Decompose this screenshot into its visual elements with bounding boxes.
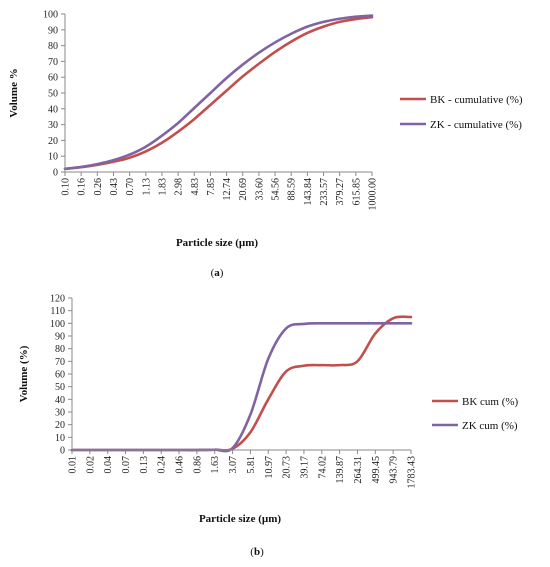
chart-b-y-tick-label: 100 — [50, 319, 65, 330]
chart-a-x-tick-label: 7.85 — [206, 178, 217, 196]
chart-b-x-label: Particle size (µm) — [199, 513, 281, 525]
chart-b-y-tick-label: 70 — [55, 357, 65, 368]
chart-b-axes — [71, 298, 411, 451]
chart-b-x-tick-label: 10.97 — [264, 456, 275, 479]
chart-b-x-tick-label: 139.87 — [335, 456, 346, 484]
chart-b-y-tick-label: 10 — [55, 433, 65, 444]
chart-b-y-tick-label: 20 — [55, 420, 65, 431]
chart-b-x-tick-label: 20.73 — [282, 456, 293, 479]
chart-a-x-tick-label: 0.43 — [109, 178, 120, 196]
chart-a-x-tick-label: 54.56 — [271, 178, 282, 201]
chart-b-series-bk-line — [70, 315, 413, 452]
chart-a-axes — [64, 14, 372, 173]
chart-a-y-label: Volume % — [8, 68, 20, 117]
chart-b-x-tick-label: 0.46 — [175, 456, 186, 474]
chart-a-x-tick-label: 2.98 — [174, 178, 185, 196]
chart-b-x-tick-label: 0.13 — [139, 456, 150, 474]
chart-b-x-tick-label: 39.17 — [299, 456, 310, 479]
chart-a-x-tick-label: 379.27 — [335, 178, 346, 206]
chart-a-x-tick-label: 0.26 — [93, 178, 104, 196]
chart-b-x-ticks: 0.01 0.02 0.04 0.07 0.13 0.24 0.46 0.86 1.63 3.07… — [68, 450, 418, 489]
chart-a-y-tick-label: 30 — [48, 120, 58, 131]
chart-a-y-tick-label: 60 — [48, 73, 58, 84]
chart-b-series-zk-line — [70, 321, 413, 453]
chart-b-legend: BK cum (%) ZK cum (%) — [432, 396, 519, 432]
chart-b-x-tick-label: 943.79 — [389, 456, 400, 484]
chart-a-y-tick-label: 40 — [48, 104, 58, 115]
chart-a-x-tick-label: 0.10 — [61, 178, 72, 196]
chart-a-x-tick-label: 33.60 — [254, 178, 265, 201]
chart-a-y-tick-label: 70 — [48, 57, 58, 68]
chart-a-x-tick-label: 12.74 — [222, 178, 233, 201]
chart-b-x-tick-label: 1783.43 — [407, 456, 418, 489]
chart-a-legend-label: BK - cumulative (%) — [430, 94, 523, 106]
chart-b-x-tick-label: 0.02 — [85, 456, 96, 474]
chart-a-x-tick-label: 143.84 — [303, 178, 314, 206]
chart-b-x-tick-label: 0.07 — [121, 456, 132, 474]
chart-b-y-tick-label: 80 — [55, 344, 65, 355]
chart-a-y-tick-label: 90 — [48, 25, 58, 36]
chart-a-caption-letter: a — [214, 267, 220, 279]
chart-b-x-tick-label: 0.01 — [68, 456, 79, 474]
chart-a-x-ticks: 0.10 0.16 0.26 0.43 0.70 1.13 1.83 2.98 4.83 7.85… — [61, 172, 379, 211]
chart-a-series — [63, 14, 374, 171]
chart-a-legend-label: ZK - cumulative (%) — [430, 119, 522, 131]
chart-a-y-tick-label: 10 — [48, 152, 58, 163]
chart-b-x-tick-label: 0.04 — [103, 456, 114, 474]
chart-a-series-zk-line — [63, 14, 374, 171]
chart-b-y-tick-label: 40 — [55, 395, 65, 406]
chart-b-legend-label: BK cum (%) — [462, 396, 519, 408]
chart-a-x-tick-label: 615.85 — [351, 178, 362, 206]
chart-b-x-tick-label: 0.24 — [157, 456, 168, 474]
chart-a-x-tick-label: 1.13 — [141, 178, 152, 196]
chart-a-x-tick-label: 4.83 — [190, 178, 201, 196]
chart-b-legend-label: ZK cum (%) — [462, 420, 518, 432]
chart-b-y-tick-label: 30 — [55, 408, 65, 419]
chart-a-x-tick-label: 233.57 — [319, 178, 330, 206]
chart-a-x-tick-label: 0.16 — [77, 178, 88, 196]
chart-a-x-tick-label: 0.70 — [125, 178, 136, 196]
chart-b-y-tick-label: 50 — [55, 382, 65, 393]
chart-b-x-tick-label: 5.81 — [246, 456, 257, 474]
chart-b-x-tick-label: 499.45 — [371, 456, 382, 484]
chart-b-x-tick-label: 1.63 — [210, 456, 221, 474]
chart-b-series — [70, 315, 413, 453]
chart-b-y-tick-label: 60 — [55, 370, 65, 381]
chart-b-y-tick-label: 120 — [50, 294, 65, 305]
chart-a-series-bk-line — [63, 15, 374, 171]
chart-a-legend: BK - cumulative (%) ZK - cumulative (%) — [400, 94, 523, 131]
chart-a-x-label: Particle size (µm) — [176, 237, 258, 249]
chart-a-x-tick-label: 1000.00 — [368, 178, 379, 211]
chart-b-x-tick-label: 264.31 — [353, 456, 364, 484]
chart-b-y-tick-label: 90 — [55, 332, 65, 343]
chart-a-x-tick-label: 88.59 — [287, 178, 298, 201]
chart-a-y-tick-label: 20 — [48, 136, 58, 147]
chart-b-x-tick-label: 74.02 — [317, 456, 328, 479]
chart-b-y-tick-label: 110 — [50, 306, 65, 317]
chart-a-x-tick-label: 20.69 — [238, 178, 249, 201]
chart-b-caption: (b) — [250, 546, 264, 558]
chart-b-x-tick-label: 3.07 — [228, 456, 239, 474]
chart-a-y-ticks: 0 10 20 30 40 50 60 70 80 90 100 — [43, 10, 65, 179]
chart-a-x-tick-label: 1.83 — [157, 178, 168, 196]
chart-b-caption-letter: b — [254, 546, 260, 558]
chart-a-y-tick-label: 0 — [53, 168, 58, 179]
chart-a-caption: (a) — [211, 267, 224, 279]
chart-b-y-tick-label: 0 — [60, 446, 65, 457]
chart-b-y-label: Volume (%) — [18, 345, 30, 402]
chart-b-x-tick-label: 0.86 — [192, 456, 203, 474]
chart-a-y-tick-label: 80 — [48, 41, 58, 52]
chart-a-y-tick-label: 100 — [43, 10, 58, 21]
chart-a-y-tick-label: 50 — [48, 89, 58, 100]
